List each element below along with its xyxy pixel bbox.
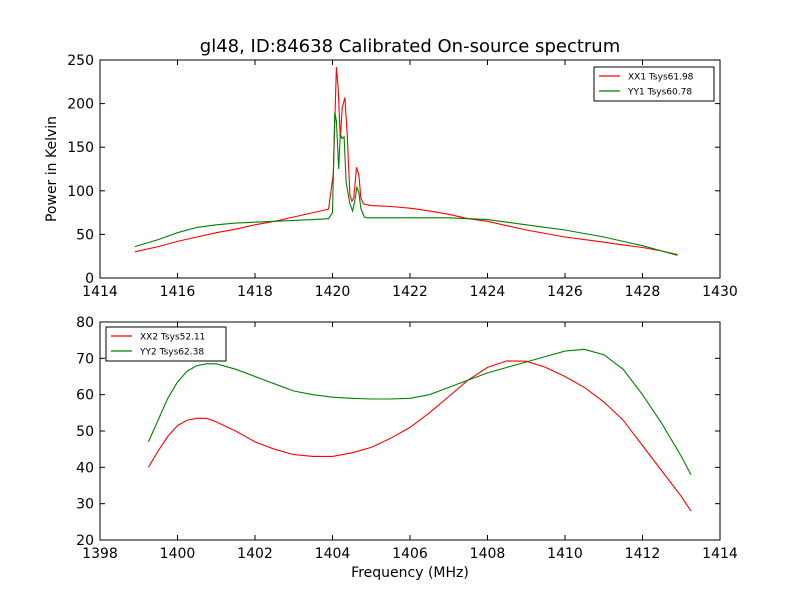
x-tick-label: 1412 bbox=[625, 546, 661, 562]
y-tick-label: 0 bbox=[85, 271, 94, 287]
x-axis-label: Frequency (MHz) bbox=[351, 565, 469, 581]
y-tick-label: 80 bbox=[76, 315, 94, 331]
y-tick-label: 100 bbox=[67, 184, 94, 200]
legend-label: XX2 Tsys52.11 bbox=[140, 333, 205, 343]
top-spectrum-plot: 1414 1416 1418 1420 1422 1424 1426 1428 1430 0 50 1… bbox=[67, 53, 738, 300]
y-tick-label: 40 bbox=[76, 460, 94, 476]
y-tick-label: 250 bbox=[67, 53, 94, 69]
x-tick-label: 1398 bbox=[82, 546, 118, 562]
x-tick-label: 1426 bbox=[547, 284, 583, 300]
y-axis-label: Power in Kelvin bbox=[44, 116, 60, 222]
y-tick-label: 30 bbox=[76, 497, 94, 513]
y-tick-label: 20 bbox=[76, 533, 94, 549]
x-tick-label: 1422 bbox=[392, 284, 428, 300]
legend: XX2 Tsys52.11 YY2 Tsys62.38 bbox=[105, 326, 227, 362]
y-tick-label: 60 bbox=[76, 388, 94, 404]
x-tick-label: 1430 bbox=[702, 284, 738, 300]
x-tick-label: 1424 bbox=[470, 284, 506, 300]
x-tick-label: 1404 bbox=[315, 546, 351, 562]
series-line-2 bbox=[147, 348, 692, 475]
x-tick-label: 1416 bbox=[160, 284, 196, 300]
legend: XX1 Tsys61.98 YY1 Tsys60.78 bbox=[593, 66, 715, 102]
x-tick-label: 1420 bbox=[315, 284, 351, 300]
y-tick-label: 50 bbox=[76, 227, 94, 243]
y-tick-label: 50 bbox=[76, 424, 94, 440]
x-tick-label: 1408 bbox=[470, 546, 506, 562]
x-tick-label: 1414 bbox=[82, 284, 118, 300]
legend-box bbox=[105, 326, 227, 362]
legend-box bbox=[593, 66, 715, 102]
legend-label: XX1 Tsys61.98 bbox=[628, 73, 694, 83]
x-tick-label: 1400 bbox=[160, 546, 196, 562]
x-tick-label: 1410 bbox=[547, 546, 583, 562]
y-tick-label: 150 bbox=[67, 140, 94, 156]
x-tick-label: 1428 bbox=[625, 284, 661, 300]
x-tick-label: 1418 bbox=[237, 284, 273, 300]
series-line-1 bbox=[147, 360, 692, 512]
figure-title: gl48, ID:84638 Calibrated On-source spec… bbox=[200, 36, 620, 57]
y-tick-label: 200 bbox=[67, 97, 94, 113]
series-line-2 bbox=[134, 112, 678, 256]
x-tick-label: 1414 bbox=[702, 546, 738, 562]
bottom-spectrum-plot: 1398 1400 1402 1404 1406 1408 1410 1412 1414 20 30… bbox=[76, 315, 738, 562]
x-tick-label: 1406 bbox=[392, 546, 428, 562]
y-tick-label: 70 bbox=[76, 351, 94, 367]
x-tick-label: 1402 bbox=[237, 546, 273, 562]
legend-label: YY1 Tsys60.78 bbox=[627, 88, 692, 98]
legend-label: YY2 Tsys62.38 bbox=[139, 348, 204, 358]
